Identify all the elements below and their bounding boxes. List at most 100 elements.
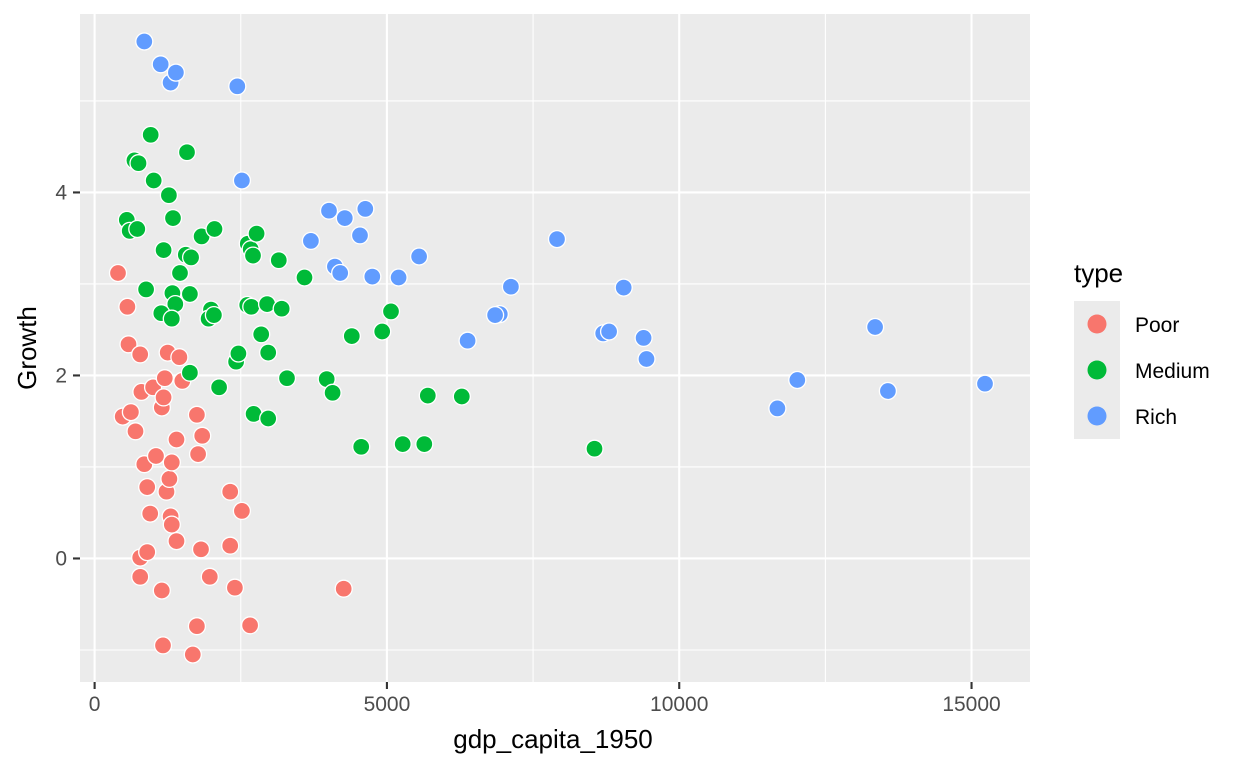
data-point-rich	[485, 305, 505, 325]
data-point-poor	[221, 536, 240, 555]
data-point-rich	[788, 370, 807, 390]
data-point-medium	[277, 369, 297, 388]
data-point-poor	[138, 542, 157, 562]
data-point-poor	[170, 348, 189, 367]
data-point-poor	[121, 402, 141, 422]
data-point-poor	[187, 405, 207, 424]
data-point-poor	[188, 444, 208, 464]
data-point-poor	[200, 567, 219, 586]
data-point-rich	[363, 267, 382, 286]
data-point-medium	[229, 344, 248, 363]
data-point-rich	[389, 268, 408, 287]
data-point-rich	[878, 381, 898, 401]
legend: type Poor Medium Rich	[1074, 258, 1210, 439]
data-point-poor	[167, 430, 186, 449]
data-point-rich	[458, 331, 477, 350]
data-point-rich	[637, 349, 656, 369]
legend-entry-poor: Poor	[1074, 301, 1179, 347]
series-poor	[108, 263, 353, 664]
y-tick-label: 2	[55, 364, 67, 387]
data-point-medium	[247, 224, 266, 243]
data-point-medium	[418, 386, 437, 405]
data-point-poor	[131, 567, 150, 586]
data-point-poor	[126, 422, 145, 441]
data-point-medium	[128, 219, 147, 239]
data-point-medium	[272, 299, 291, 318]
data-point-medium	[177, 143, 197, 162]
data-point-rich	[319, 201, 339, 220]
x-tick-label: 5000	[364, 693, 411, 716]
data-point-medium	[163, 208, 183, 228]
legend-key-dot	[1087, 314, 1107, 334]
data-point-medium	[381, 302, 401, 321]
data-point-poor	[118, 297, 137, 316]
data-point-poor	[131, 345, 150, 364]
data-point-rich	[151, 55, 170, 74]
data-point-poor	[162, 453, 181, 472]
legend-key-dot	[1087, 406, 1107, 426]
data-point-rich	[409, 247, 429, 266]
data-point-poor	[240, 616, 260, 635]
data-point-poor	[183, 645, 202, 664]
data-point-poor	[162, 515, 181, 534]
data-point-medium	[205, 219, 224, 239]
data-point-medium	[162, 309, 181, 328]
data-point-rich	[166, 63, 186, 82]
data-point-medium	[181, 248, 201, 267]
data-point-rich	[350, 226, 370, 245]
y-tick-label: 4	[55, 181, 67, 204]
y-tick-label: 0	[55, 547, 67, 570]
x-tick-label: 10000	[650, 693, 708, 716]
data-point-poor	[138, 477, 157, 497]
legend-label: Poor	[1135, 314, 1179, 337]
data-point-medium	[342, 326, 361, 346]
data-point-rich	[301, 231, 321, 251]
data-point-poor	[225, 578, 245, 597]
data-point-medium	[144, 171, 163, 190]
panel-background	[80, 14, 1030, 682]
legend-title: type	[1074, 258, 1123, 288]
data-point-medium	[180, 363, 200, 382]
legend-entry-medium: Medium	[1074, 347, 1210, 393]
data-point-medium	[259, 409, 278, 428]
data-point-rich	[331, 263, 350, 283]
data-point-rich	[335, 208, 354, 228]
legend-label: Rich	[1135, 406, 1177, 429]
data-point-medium	[154, 240, 173, 260]
series-rich	[135, 32, 995, 418]
data-point-rich	[232, 171, 252, 190]
x-tick-label: 15000	[942, 693, 1000, 716]
data-point-medium	[180, 284, 200, 304]
data-point-poor	[141, 504, 160, 523]
data-point-rich	[768, 399, 787, 418]
plot-panel	[80, 14, 1030, 682]
data-point-medium	[415, 434, 434, 454]
data-point-rich	[135, 32, 154, 51]
y-axis-title: Growth	[12, 306, 42, 390]
data-point-rich	[614, 278, 633, 297]
data-point-poor	[146, 446, 166, 466]
data-point-poor	[153, 636, 173, 655]
data-point-medium	[323, 383, 342, 402]
data-point-medium	[252, 325, 271, 344]
x-axis-title: gdp_capita_1950	[453, 724, 653, 754]
data-point-medium	[295, 268, 314, 287]
data-point-medium	[242, 297, 261, 316]
data-points	[108, 32, 995, 664]
data-point-rich	[547, 229, 567, 249]
data-point-medium	[209, 378, 229, 397]
data-point-poor	[191, 540, 211, 559]
data-point-poor	[232, 501, 252, 521]
data-point-medium	[585, 439, 604, 458]
data-point-medium	[243, 246, 263, 265]
data-point-rich	[634, 328, 653, 348]
data-point-poor	[155, 369, 174, 388]
data-point-rich	[865, 317, 885, 337]
data-point-medium	[159, 186, 179, 205]
data-point-medium	[259, 343, 278, 362]
data-point-poor	[187, 617, 207, 636]
data-point-rich	[228, 77, 247, 96]
data-point-rich	[356, 199, 375, 219]
data-point-poor	[154, 388, 173, 407]
data-point-poor	[119, 335, 138, 354]
